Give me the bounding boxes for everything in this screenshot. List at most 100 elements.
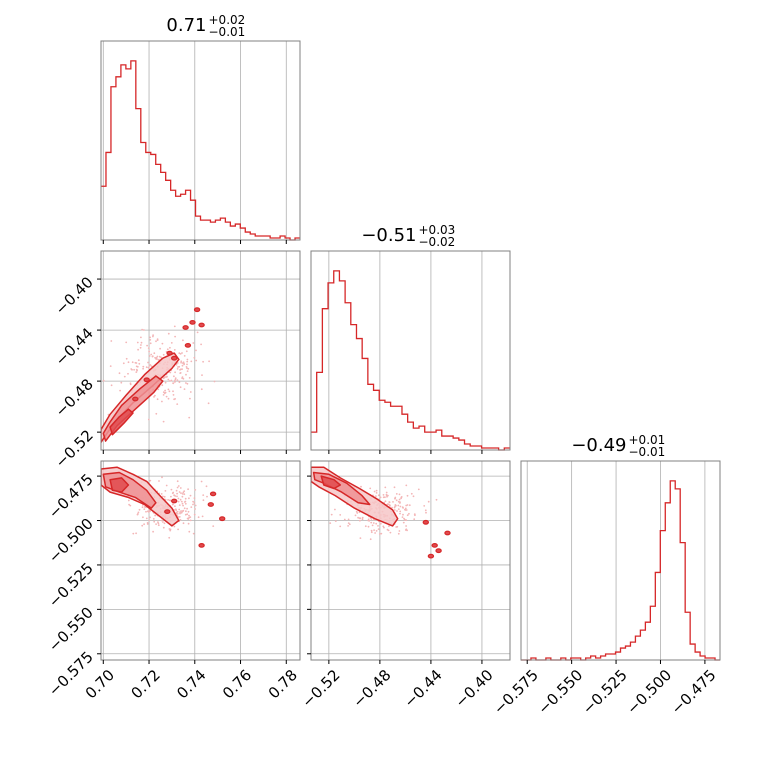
sample-point bbox=[171, 492, 174, 495]
sample-point bbox=[174, 335, 177, 338]
sample-point bbox=[413, 513, 416, 515]
sample-point bbox=[395, 504, 397, 507]
sample-point bbox=[183, 493, 186, 496]
x-tick-label: 0.72 bbox=[127, 666, 163, 702]
sample-point bbox=[179, 372, 182, 374]
sample-point bbox=[369, 538, 372, 541]
sample-point bbox=[361, 516, 364, 519]
sample-point bbox=[177, 366, 179, 368]
sample-point bbox=[161, 342, 164, 345]
sample-point bbox=[138, 508, 141, 511]
sample-point bbox=[161, 476, 163, 479]
sample-point bbox=[143, 508, 146, 510]
title-minus: −0.01 bbox=[209, 25, 246, 39]
sample-point bbox=[135, 371, 138, 373]
sample-point bbox=[156, 398, 159, 401]
sample-point bbox=[188, 416, 191, 419]
sample-point bbox=[398, 530, 401, 532]
sample-point bbox=[359, 519, 361, 522]
sample-point bbox=[139, 346, 142, 349]
sample-point bbox=[186, 507, 189, 510]
sample-point bbox=[177, 497, 180, 500]
sample-point bbox=[163, 376, 166, 379]
sample-point bbox=[170, 342, 173, 344]
sample-point bbox=[197, 516, 200, 519]
sample-point bbox=[137, 359, 140, 362]
panel-frame bbox=[310, 250, 511, 451]
sample-point bbox=[384, 500, 387, 503]
sample-point bbox=[399, 510, 402, 513]
sample-point bbox=[157, 522, 160, 525]
y-tick-label: −0.550 bbox=[45, 603, 97, 655]
title-median: 0.71 bbox=[166, 15, 206, 36]
sample-point bbox=[371, 524, 374, 527]
sample-point bbox=[343, 518, 346, 521]
sample-point bbox=[186, 517, 189, 520]
contour-island bbox=[422, 519, 429, 525]
x-tick-label: 0.74 bbox=[173, 666, 209, 702]
sample-point bbox=[163, 392, 166, 395]
sample-point bbox=[174, 371, 177, 374]
sample-point bbox=[186, 382, 189, 385]
sample-point bbox=[334, 520, 337, 522]
sample-point bbox=[176, 368, 179, 370]
sample-point bbox=[162, 394, 165, 396]
sample-point bbox=[161, 400, 163, 403]
sample-point bbox=[138, 362, 141, 365]
sample-point bbox=[190, 360, 193, 363]
sample-point bbox=[186, 370, 189, 372]
sample-point bbox=[153, 396, 155, 398]
sample-point bbox=[386, 528, 389, 531]
sample-point bbox=[393, 506, 396, 509]
sample-point bbox=[146, 344, 149, 347]
sample-point bbox=[167, 397, 170, 400]
sample-point bbox=[375, 489, 378, 492]
sample-point bbox=[182, 377, 185, 380]
sample-point bbox=[179, 353, 182, 355]
sample-point bbox=[192, 500, 195, 503]
sample-point bbox=[129, 504, 132, 507]
contour-island bbox=[218, 516, 226, 522]
sample-point bbox=[164, 381, 167, 384]
title-plus: +0.03 bbox=[419, 223, 456, 237]
sample-point bbox=[181, 495, 184, 498]
sample-point bbox=[212, 525, 215, 527]
sample-point bbox=[379, 496, 382, 499]
sample-point bbox=[183, 501, 186, 503]
sample-point bbox=[135, 532, 138, 535]
sample-point bbox=[182, 509, 185, 512]
sample-point bbox=[417, 488, 420, 491]
panel-hist-0: 0.71 +0.02−0.01 bbox=[100, 13, 301, 244]
contour-island bbox=[435, 548, 442, 554]
sample-point bbox=[149, 364, 152, 366]
sample-point bbox=[186, 358, 189, 361]
sample-point bbox=[151, 355, 154, 357]
sample-point bbox=[145, 517, 148, 520]
sample-point bbox=[369, 487, 372, 490]
contour-island bbox=[143, 377, 150, 383]
y-tick-label: −0.40 bbox=[52, 273, 97, 318]
sample-point bbox=[193, 502, 196, 504]
x-tick-label: −0.48 bbox=[349, 666, 394, 711]
sample-point bbox=[189, 516, 192, 518]
panel-2d-0-1 bbox=[97, 250, 301, 454]
sample-point bbox=[395, 493, 398, 495]
sample-point bbox=[136, 341, 139, 344]
sample-point bbox=[136, 513, 139, 516]
sample-point bbox=[131, 361, 134, 364]
contour-island bbox=[444, 530, 451, 536]
sample-point bbox=[408, 512, 410, 515]
sample-point bbox=[123, 375, 126, 378]
sample-point bbox=[176, 480, 179, 483]
sample-point bbox=[179, 487, 182, 489]
sample-point bbox=[180, 500, 183, 503]
sample-point bbox=[119, 389, 121, 392]
sample-point bbox=[162, 521, 164, 523]
sample-point bbox=[181, 502, 184, 505]
sample-point bbox=[156, 339, 159, 341]
sample-point bbox=[148, 355, 151, 357]
sample-point bbox=[375, 492, 378, 494]
sample-point bbox=[195, 349, 197, 352]
contour-island bbox=[166, 350, 173, 356]
